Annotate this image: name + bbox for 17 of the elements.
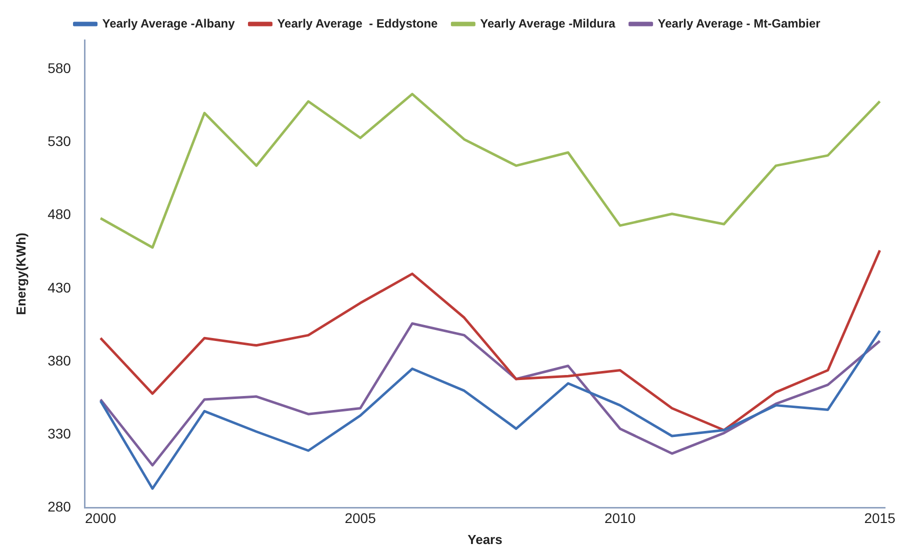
y-tick-label: 530 bbox=[48, 133, 72, 150]
x-tick-label: 2010 bbox=[604, 510, 636, 526]
y-tick-label: 480 bbox=[48, 206, 72, 222]
x-tick-label: 2005 bbox=[344, 510, 376, 526]
x-axis-title: Years bbox=[468, 532, 502, 547]
y-tick-label: 280 bbox=[48, 498, 72, 514]
y-tick-label: 380 bbox=[48, 352, 72, 368]
x-tick-label: 2015 bbox=[864, 510, 896, 526]
x-tick-label: 2000 bbox=[84, 510, 116, 526]
y-axis-title: Energy(KWh) bbox=[13, 232, 28, 315]
legend-label: Yearly Average - Eddystone bbox=[277, 16, 438, 30]
legend-label: Yearly Average -Mildura bbox=[480, 16, 616, 30]
y-tick-label: 430 bbox=[48, 279, 72, 296]
y-tick-label: 330 bbox=[48, 425, 72, 442]
y-tick-label: 580 bbox=[48, 60, 72, 76]
legend-label: Yearly Average - Mt-Gambier bbox=[658, 16, 821, 30]
legend-label: Yearly Average -Albany bbox=[102, 16, 236, 30]
